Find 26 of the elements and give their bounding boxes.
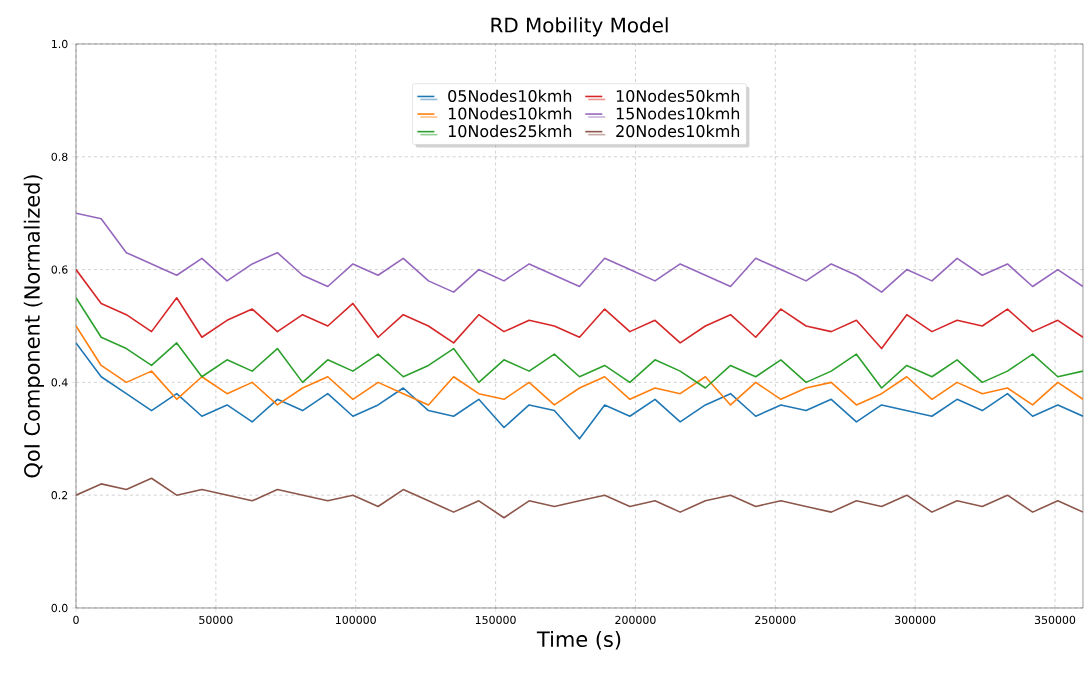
- x-tick-label: 200000: [615, 615, 656, 625]
- chart-title: RD Mobility Model: [491, 17, 668, 37]
- legend-label: 05Nodes10kmh: [448, 89, 572, 102]
- x-tick-label: 350000: [1034, 615, 1076, 625]
- y-axis-title: QoI Component (Normalized): [23, 175, 44, 478]
- y-tick-label: 1.0: [52, 39, 68, 49]
- y-tick-label: 0.4: [51, 378, 68, 387]
- line-series: [76, 296, 1083, 389]
- y-tick-label: 0.0: [51, 603, 68, 613]
- legend-label: 20Nodes10kmh: [616, 124, 740, 138]
- y-tick-label: 0.6: [51, 265, 68, 274]
- legend-label: 10Nodes25kmh: [448, 124, 572, 138]
- x-tick-label: 100000: [336, 615, 376, 625]
- legend-label: 10Nodes50kmh: [616, 89, 740, 102]
- y-tick-label: 0.2: [51, 491, 68, 500]
- line-series: [76, 325, 1083, 406]
- x-tick-label: 150000: [475, 615, 516, 625]
- legend-label: 10Nodes10kmh: [448, 107, 572, 120]
- x-tick-label: 50000: [199, 615, 233, 625]
- line-series: [76, 268, 1083, 350]
- y-tick-label: 0.8: [51, 152, 68, 161]
- x-tick-label: 300000: [895, 615, 936, 625]
- legend-label: 15Nodes10kmh: [616, 107, 740, 120]
- x-tick-label: 0: [73, 615, 79, 625]
- x-axis-title: Time (s): [536, 630, 621, 650]
- x-tick-label: 250000: [755, 615, 796, 625]
